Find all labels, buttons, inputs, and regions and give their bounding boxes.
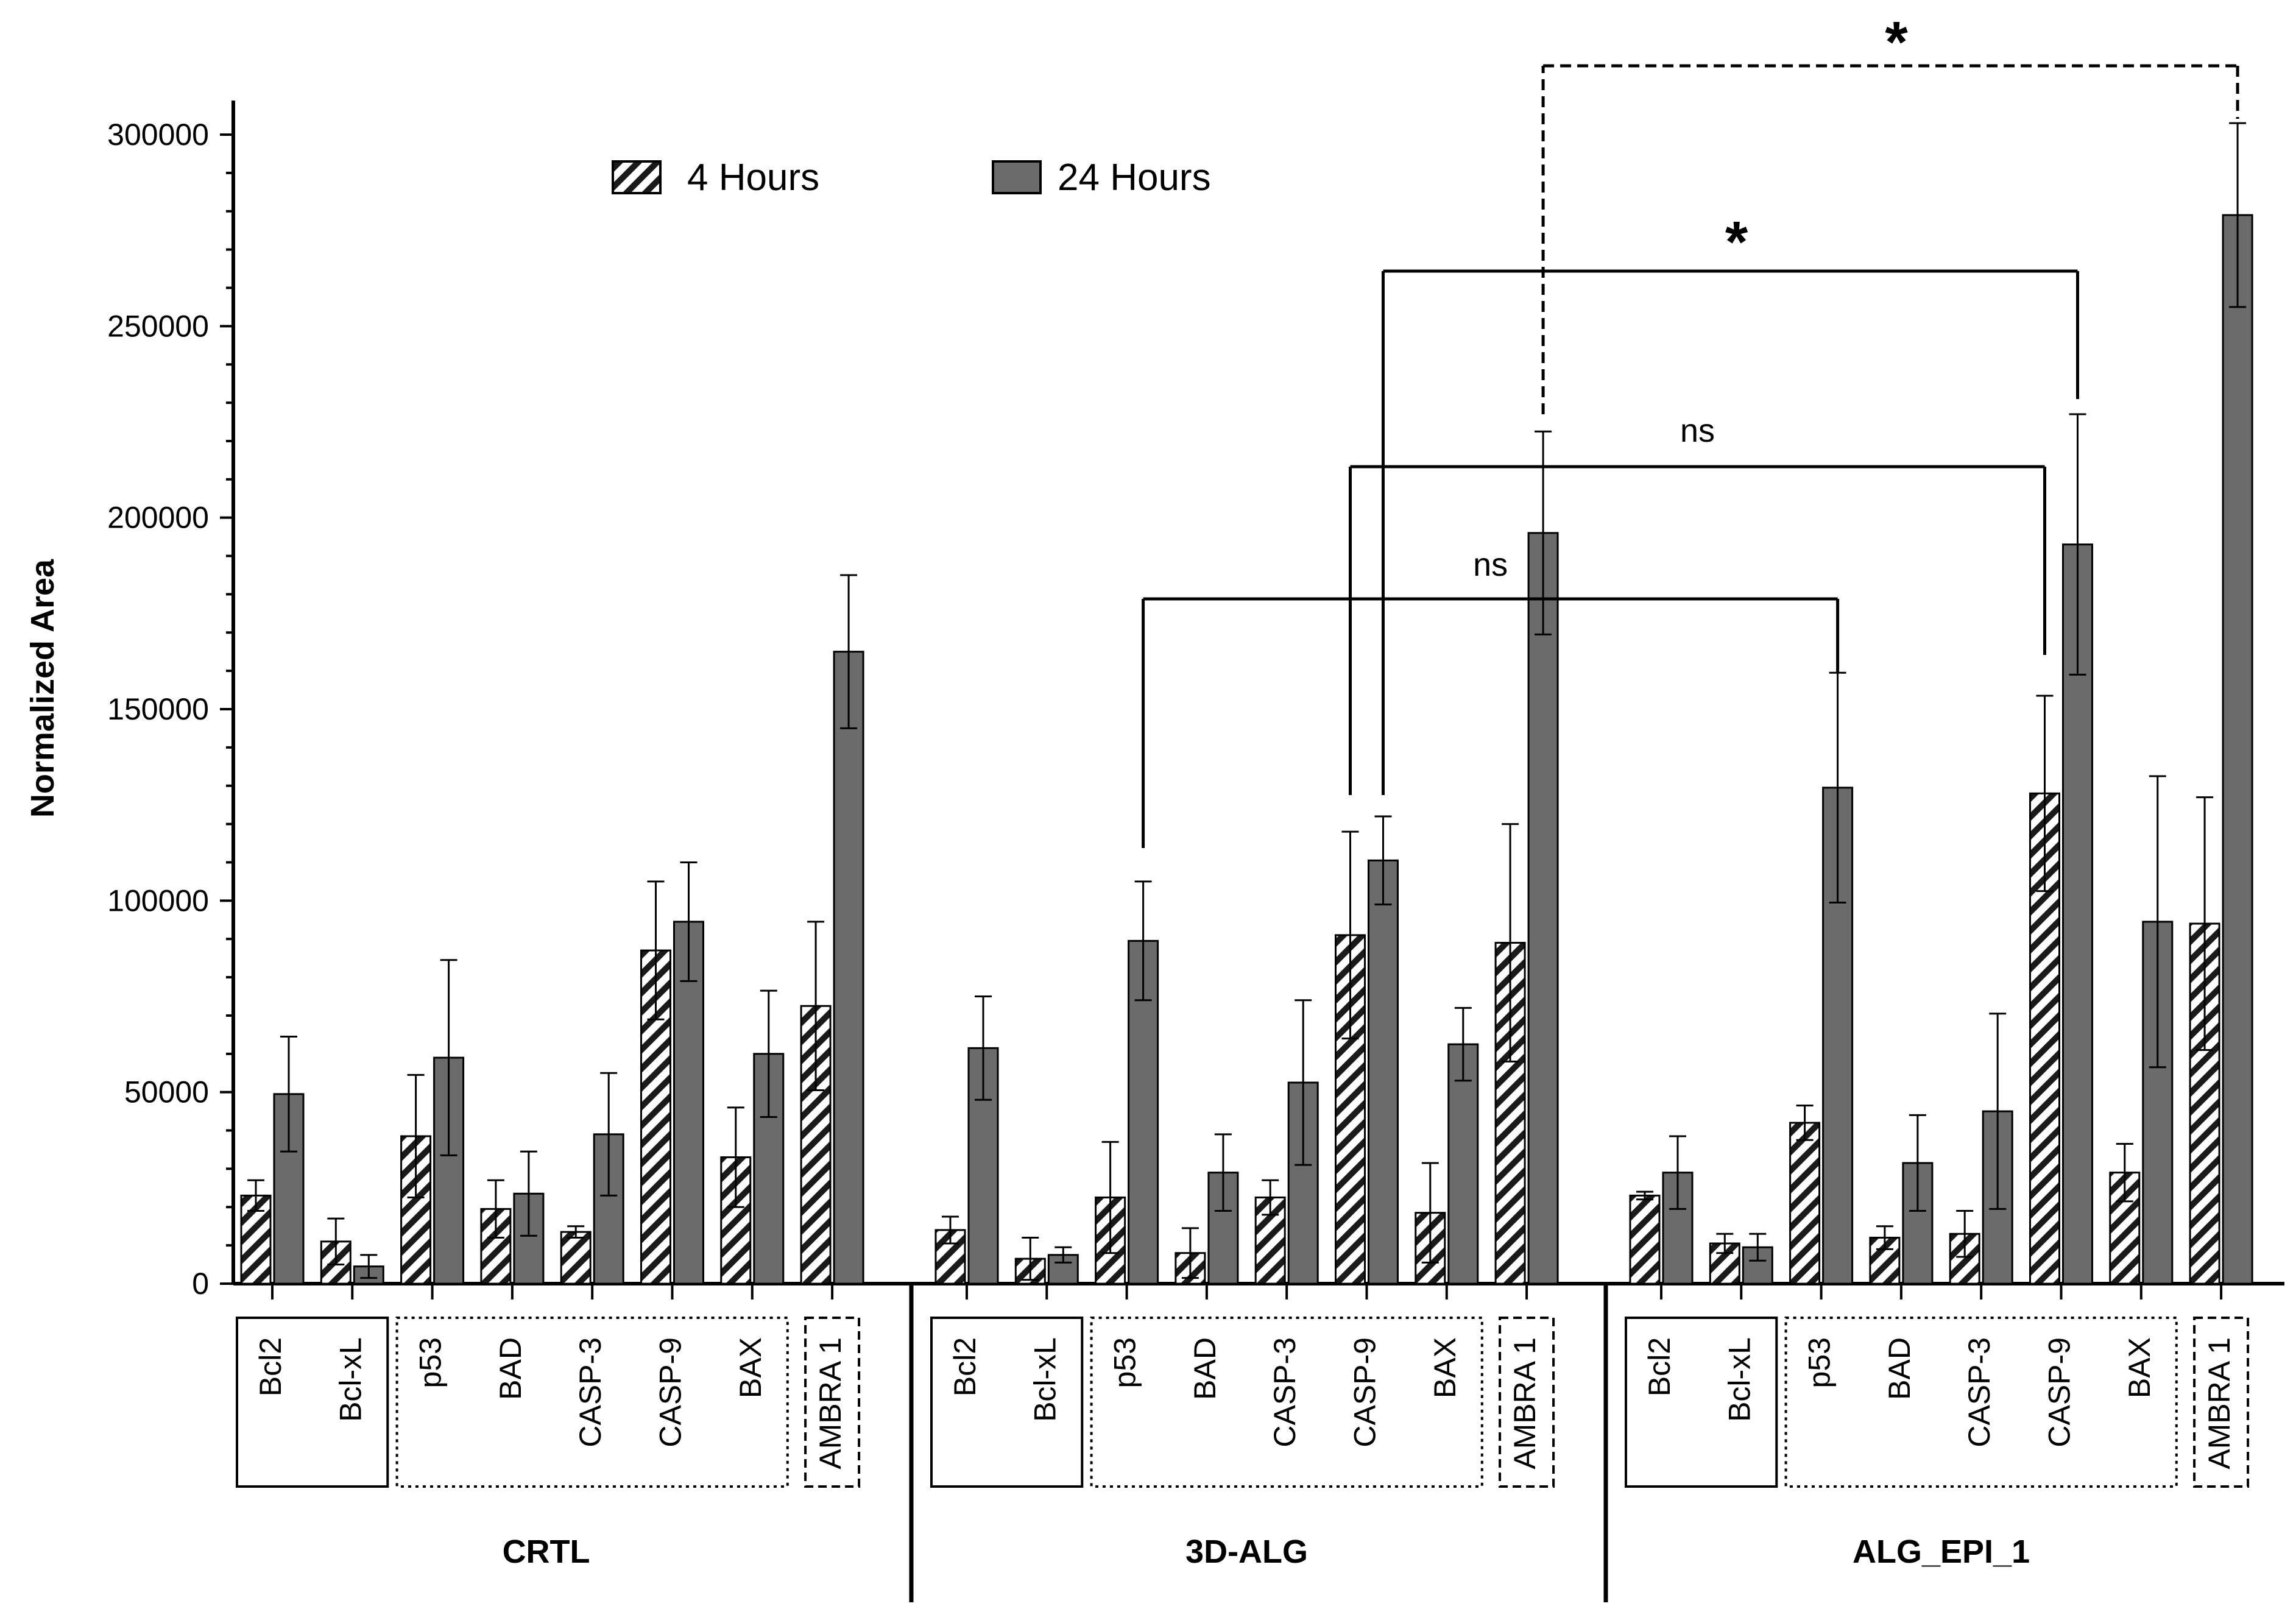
plot-area: 0 50000 100000 150000 200000 250000 300000 Bcl2…: [107, 10, 2284, 1602]
legend-swatch-24h: [992, 160, 1042, 194]
gene-label: AMBRA 1: [2202, 1337, 2236, 1469]
y-axis-title: Normalized Area: [24, 559, 61, 818]
y-tick-label: 50000: [124, 1075, 209, 1109]
y-tick-label: 0: [192, 1267, 209, 1301]
gene-group-box-dotted: [1784, 1317, 2178, 1488]
gene-label: BAX: [1428, 1337, 1462, 1398]
gene-label: BAD: [1188, 1337, 1222, 1400]
bar-4h: [640, 949, 671, 1285]
gene-label: BAD: [1882, 1337, 1916, 1400]
gene-group-box-dotted: [395, 1317, 789, 1488]
gene-label: p53: [1108, 1337, 1142, 1388]
gene-label: BAX: [2122, 1337, 2156, 1398]
gene-label: CASP-9: [2043, 1337, 2077, 1448]
y-tick-label: 100000: [107, 883, 209, 918]
bar-4h: [560, 1231, 592, 1285]
gene-group-box-dotted: [1090, 1317, 1483, 1488]
gene-group-box-dashed: [1499, 1317, 1555, 1488]
gene-label: CASP-3: [1268, 1337, 1302, 1448]
bar-24h: [1822, 787, 1854, 1285]
significance-star: *: [1885, 10, 1908, 75]
significance-star: *: [1725, 210, 1748, 275]
bar-24h: [433, 1056, 465, 1285]
legend: 4 Hours 24 Hours: [612, 157, 1211, 199]
group-label: 3D-ALG: [1185, 1533, 1308, 1570]
significance-ns: ns: [1680, 412, 1715, 449]
gene-group-box-solid: [930, 1317, 1084, 1488]
gene-label: Bcl2: [1642, 1337, 1676, 1396]
gene-group-box-solid: [1625, 1317, 1778, 1488]
bar-24h: [1527, 532, 1559, 1285]
gene-label: Bcl2: [253, 1337, 288, 1396]
gene-group-box-dashed: [2193, 1317, 2250, 1488]
gene-label: p53: [1803, 1337, 1837, 1388]
gene-group-box-solid: [236, 1317, 389, 1488]
gene-label: BAX: [733, 1337, 768, 1398]
bar-4h: [1789, 1122, 1821, 1285]
legend-label-4h: 4 Hours: [687, 157, 819, 199]
legend-swatch-4h: [612, 160, 662, 194]
significance-ns: ns: [1473, 546, 1508, 583]
bar-4h: [1629, 1194, 1661, 1285]
gene-label: AMBRA 1: [1508, 1337, 1542, 1469]
y-tick-label: 150000: [107, 692, 209, 726]
legend-label-24h: 24 Hours: [1058, 157, 1211, 199]
gene-label: CASP-9: [1348, 1337, 1382, 1448]
y-tick-label: 300000: [107, 118, 209, 152]
gene-label: AMBRA 1: [813, 1337, 847, 1469]
gene-label: p53: [414, 1337, 448, 1388]
gene-group-box-dashed: [804, 1317, 861, 1488]
gene-label: Bcl-xL: [333, 1337, 367, 1422]
bar-24h: [1368, 859, 1399, 1285]
gene-label: Bcl-xL: [1028, 1337, 1062, 1422]
gene-label: BAD: [493, 1337, 528, 1400]
y-tick-label: 250000: [107, 309, 209, 343]
gene-label: CASP-3: [573, 1337, 607, 1448]
gene-label: CASP-3: [1962, 1337, 1996, 1448]
gene-label: Bcl-xL: [1722, 1337, 1756, 1422]
gene-label: Bcl2: [948, 1337, 982, 1396]
bar-24h: [833, 651, 864, 1285]
group-label: CRTL: [503, 1533, 590, 1570]
bar-24h: [2222, 214, 2253, 1285]
gene-label: CASP-9: [654, 1337, 688, 1448]
y-tick-label: 200000: [107, 501, 209, 535]
group-label: ALG_EPI_1: [1853, 1533, 2030, 1570]
